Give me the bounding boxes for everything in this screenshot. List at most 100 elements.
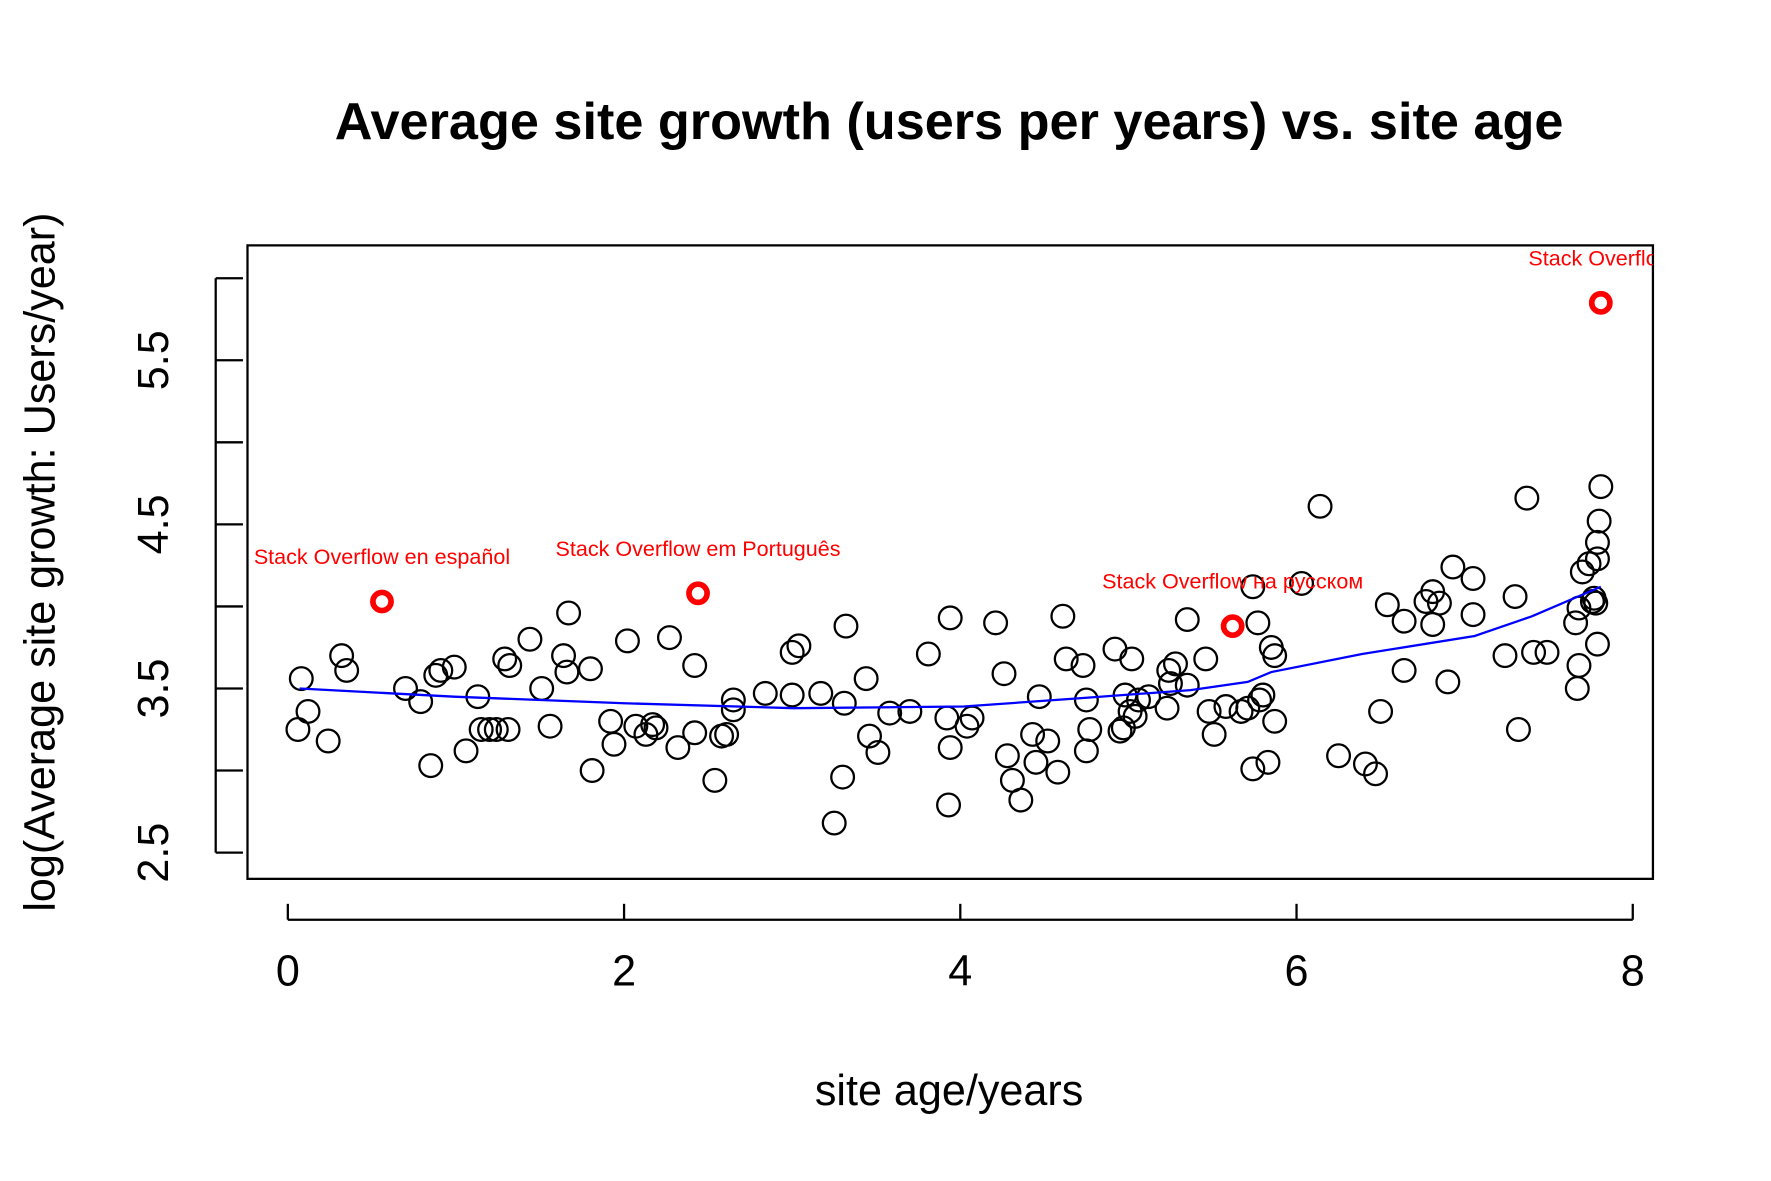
data-point: [865, 740, 891, 765]
data-point: [1250, 682, 1276, 708]
data-point: [897, 698, 923, 724]
data-point: [1154, 695, 1180, 721]
data-point: [453, 738, 479, 764]
x-tick-label: 6: [1285, 948, 1309, 996]
data-point: [1289, 570, 1315, 596]
data-point: [1363, 761, 1389, 787]
data-point: [1514, 485, 1540, 511]
data-point: [808, 680, 834, 706]
data-point: [1240, 574, 1266, 600]
data-point: [640, 712, 666, 738]
data-point: [1563, 610, 1589, 636]
data-point: [495, 717, 521, 743]
data-point: [1502, 584, 1528, 610]
data-point: [1262, 643, 1288, 669]
data-point: [577, 656, 603, 682]
data-point: [702, 767, 728, 793]
data-point: [295, 698, 321, 724]
data-point: [1584, 529, 1610, 555]
data-point: [857, 723, 883, 749]
highlight-point: [370, 589, 394, 614]
point-label: Stack Overflow на русском: [1102, 569, 1363, 594]
data-point: [1035, 728, 1061, 754]
y-tick-label: 5.5: [130, 330, 178, 390]
highlight-point: [1220, 614, 1245, 639]
point-label: Stack Overflow en español: [254, 544, 510, 569]
data-point: [1157, 671, 1183, 697]
data-point: [497, 653, 523, 678]
data-point: [714, 721, 740, 747]
data-point: [393, 675, 419, 701]
data-point: [334, 657, 360, 683]
data-point: [682, 653, 708, 678]
data-point: [1122, 703, 1148, 729]
data-point: [1352, 751, 1378, 777]
data-point: [1588, 474, 1614, 500]
data-point: [830, 764, 856, 790]
data-point: [1391, 657, 1417, 683]
point-label: Stack Overflow em Português: [556, 536, 841, 561]
data-point: [720, 687, 746, 713]
data-point: [1119, 646, 1145, 672]
data-point: [1326, 743, 1352, 769]
data-point: [428, 657, 454, 683]
data-point: [983, 610, 1009, 636]
highlight-point: [1588, 290, 1613, 315]
data-point: [1050, 603, 1076, 629]
chart-title: Average site growth (users per years) vs…: [335, 93, 1564, 151]
data-point: [1245, 610, 1271, 636]
data-point: [1020, 721, 1046, 747]
data-point: [877, 700, 903, 726]
data-point: [1460, 566, 1486, 592]
data-point: [1107, 718, 1133, 744]
data-point: [517, 626, 543, 652]
data-point: [1008, 787, 1034, 813]
trend-line: [299, 585, 1602, 710]
data-point: [551, 643, 577, 669]
data-point: [1255, 749, 1281, 775]
data-point: [1174, 672, 1200, 698]
data-point: [1426, 590, 1452, 616]
data-point: [418, 753, 444, 779]
data-point: [477, 717, 503, 743]
data-point: [915, 641, 941, 667]
data-point: [1435, 669, 1461, 695]
point-label: Stack Overflow: [1528, 245, 1673, 270]
data-point: [1240, 756, 1266, 782]
data-point: [1196, 698, 1222, 724]
data-point: [665, 735, 691, 761]
data-point: [779, 682, 805, 708]
data-point: [1045, 759, 1071, 785]
data-point: [682, 720, 708, 746]
data-point: [1193, 646, 1219, 672]
y-tick-label: 4.5: [130, 494, 178, 554]
data-point: [821, 810, 847, 836]
data-point: [492, 646, 518, 672]
highlight-point: [686, 581, 710, 606]
data-point: [1070, 653, 1096, 678]
data-point: [315, 728, 341, 754]
data-point: [831, 690, 857, 716]
x-tick-label: 0: [276, 948, 300, 996]
data-point: [1247, 687, 1273, 713]
x-tick-label: 4: [948, 948, 972, 996]
data-point: [1136, 684, 1162, 710]
data-point: [601, 731, 627, 757]
data-point: [1174, 607, 1200, 633]
data-point: [1368, 698, 1394, 724]
data-point: [991, 661, 1017, 687]
data-point: [720, 697, 746, 723]
data-point: [1162, 651, 1188, 677]
data-point: [1262, 708, 1288, 734]
plot-area: Stack Overflow en español Stack Overflow …: [254, 245, 1673, 836]
data-point: [288, 666, 314, 692]
data-point: [752, 680, 778, 706]
x-tick-label: 2: [612, 948, 636, 996]
data-point: [554, 659, 580, 685]
data-point: [483, 717, 509, 743]
data-point: [937, 735, 963, 761]
data-point: [1534, 639, 1560, 665]
data-point: [1521, 639, 1547, 665]
data-point: [441, 654, 467, 680]
